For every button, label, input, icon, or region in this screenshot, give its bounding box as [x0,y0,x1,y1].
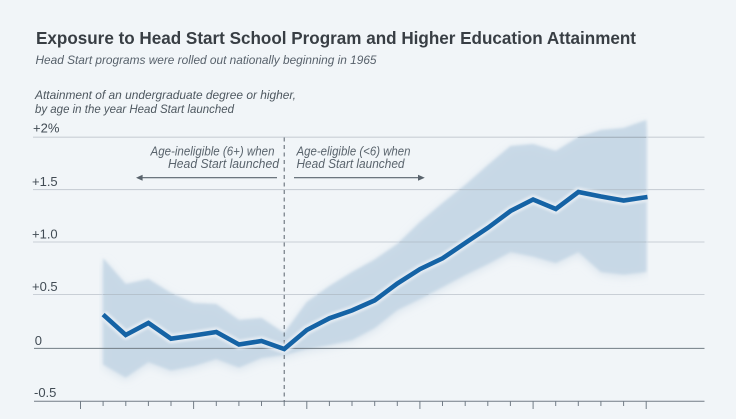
svg-text:Head Start launched: Head Start launched [297,156,406,171]
svg-text:Attainment of an undergraduate: Attainment of an undergraduate degree or… [34,88,296,102]
svg-text:0: 0 [35,333,42,348]
svg-text:by age in the year Head Start: by age in the year Head Start launched [35,102,234,116]
svg-text:Age-ineligible (6+) when: Age-ineligible (6+) when [150,144,275,159]
svg-text:Head Start programs were rolle: Head Start programs were rolled out nati… [36,53,377,67]
svg-text:+0.5: +0.5 [32,279,58,294]
svg-text:Head Start launched: Head Start launched [168,156,280,171]
svg-text:Age-eligible (<6) when: Age-eligible (<6) when [296,144,411,159]
svg-text:+1.5: +1.5 [32,174,58,189]
svg-text:-0.5: -0.5 [34,385,56,400]
svg-text:Exposure to Head Start School: Exposure to Head Start School Program an… [36,28,636,48]
svg-text:+1.0: +1.0 [32,226,58,241]
svg-text:+2%: +2% [33,121,60,136]
